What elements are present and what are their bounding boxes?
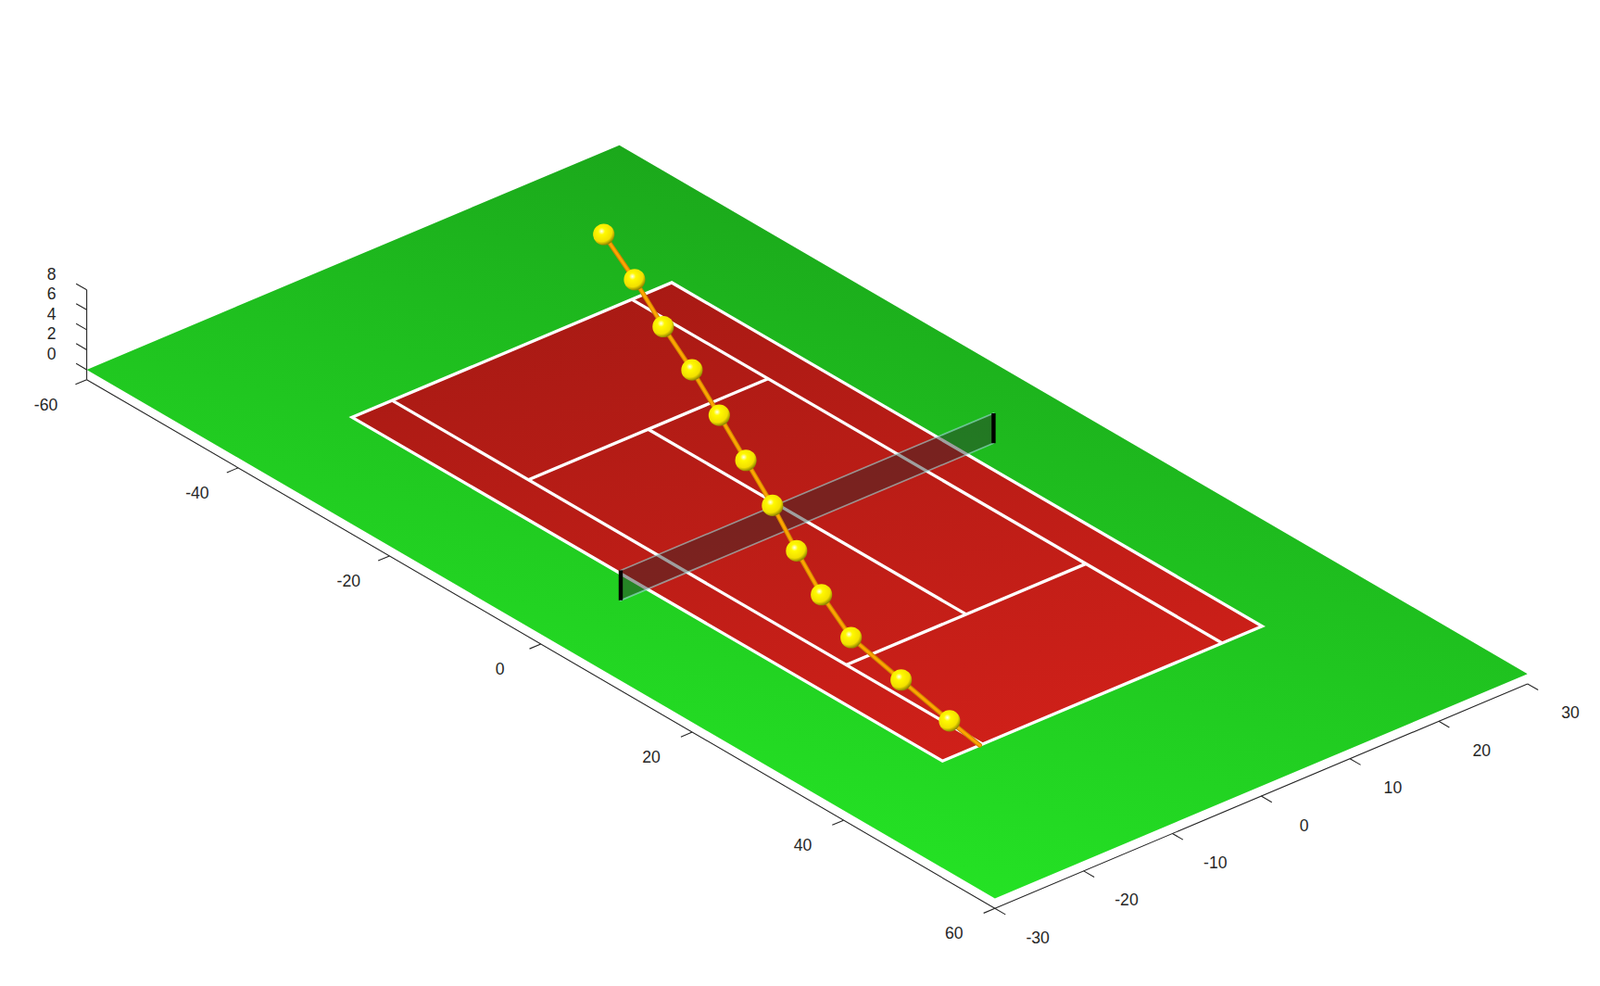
tick-label: -10 [1203,853,1228,872]
court [352,282,1262,761]
chart: -60-40-200204060-30-20-10010203002468 [0,0,1600,986]
tick-label: 0 [1299,816,1310,835]
axis-line [995,683,1528,908]
tick [1172,832,1184,840]
tick [1527,683,1538,691]
x-axis: -60 -40 -20 0 20 40 60 [34,379,996,944]
tick [1349,758,1361,766]
plot-area [87,145,1528,899]
tick-label: 6 [47,284,57,303]
ball [592,223,615,245]
tick-label: 4 [47,304,57,324]
tick-label: 0 [495,659,505,679]
tick [75,363,87,370]
tick-label: -30 [1025,928,1050,947]
tick [831,819,844,825]
tick [75,303,87,311]
trajectory [604,234,981,745]
tick-label: 20 [1472,741,1491,760]
ball [785,540,807,562]
ball [890,668,912,691]
tick-label: 2 [47,324,57,343]
ball [735,449,757,471]
tick [226,467,239,473]
tick-label: 40 [793,835,813,855]
tick-label: 20 [642,747,661,767]
ground [87,145,1528,899]
tick [680,731,693,737]
trajectory-outline [604,234,981,745]
scene: -60-40-200204060-30-20-10010203002468 [34,145,1580,947]
tick [529,643,542,649]
ball [623,268,645,290]
tick [75,379,87,385]
ball [652,315,674,338]
tick-label: -20 [337,571,362,591]
tick-label: -40 [185,483,210,503]
ball [938,709,960,731]
tick-label: -60 [34,395,59,415]
tick [995,907,1006,915]
tick-label: 8 [47,264,57,284]
tick [1260,795,1272,803]
axis-line [86,289,88,380]
ball [761,494,783,517]
tick [75,323,87,330]
axes: -60-40-200204060-30-20-10010203002468 [34,264,1580,947]
y-axis: -30 -20 -10 0 10 20 30 [995,683,1580,947]
net-post [991,413,996,443]
axis-line [87,379,996,909]
tick-label: 0 [47,344,57,364]
net-post [618,570,623,601]
tick [1083,870,1095,878]
tick-label: 60 [944,923,964,943]
tick-label: 30 [1561,703,1580,722]
tick [75,343,87,351]
ball [810,583,832,605]
tick-label: 10 [1384,778,1403,797]
tick [75,283,87,290]
tick-label: -20 [1114,890,1139,909]
tick [1438,720,1449,728]
tick [377,555,390,561]
ball [708,404,731,427]
ball [840,626,862,648]
z-axis: 02468 [47,264,88,380]
tick [983,907,996,913]
ball [680,359,703,381]
